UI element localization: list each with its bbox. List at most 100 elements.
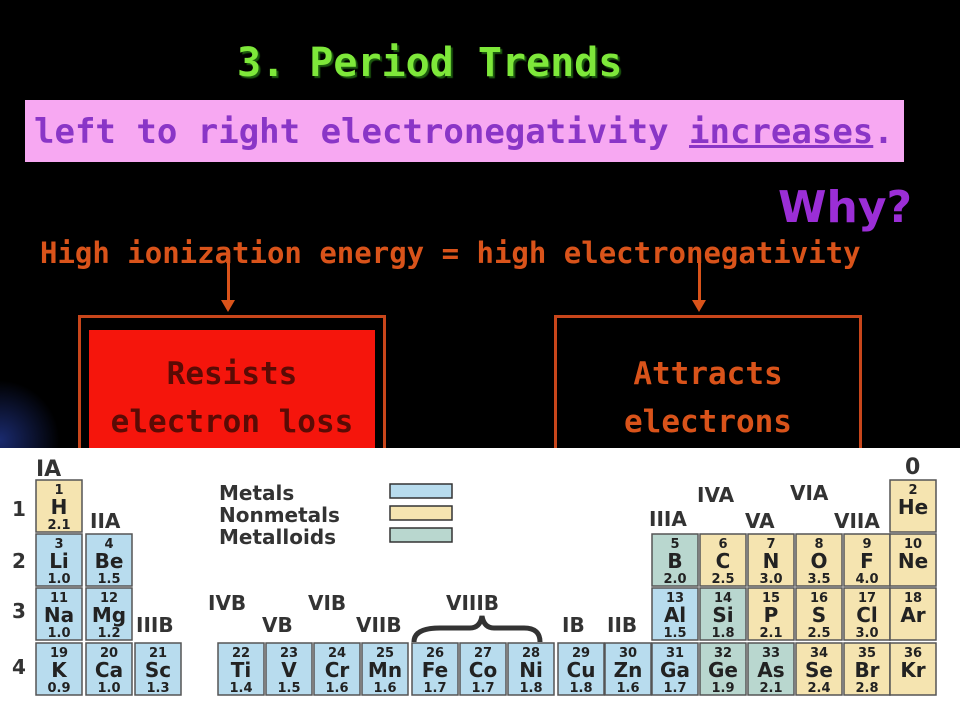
- element-symbol: Na: [44, 603, 74, 627]
- trend-banner-end: .: [873, 112, 894, 152]
- element-symbol: Cl: [856, 603, 878, 627]
- electronegativity-value: 1.0: [47, 626, 70, 641]
- element-box: [747, 533, 795, 587]
- atomic-number: 27: [474, 646, 492, 661]
- atomic-number: 5: [670, 537, 679, 552]
- group-label-VIIB: VIIB: [356, 613, 402, 637]
- element-box: [557, 642, 605, 696]
- element-box: [795, 642, 843, 696]
- atomic-number: 19: [50, 646, 68, 661]
- resists-line-2: electron loss: [110, 404, 354, 440]
- element-symbol: Se: [805, 658, 833, 682]
- group-label-VB: VB: [262, 613, 293, 637]
- element-symbol: Cu: [567, 658, 596, 682]
- atomic-number: 4: [104, 537, 113, 552]
- atomic-number: 11: [50, 591, 68, 606]
- electronegativity-value: 2.4: [807, 681, 830, 696]
- why-question: Why?: [778, 182, 913, 233]
- trend-banner-lead: left to right electronegativity: [34, 112, 690, 152]
- atomic-number: 8: [814, 537, 823, 552]
- element-cell-o: 8O3.5: [795, 533, 843, 587]
- legend-label-metalloids: Metalloids: [219, 525, 336, 549]
- electronegativity-value: 2.8: [855, 681, 878, 696]
- atomic-number: 22: [232, 646, 250, 661]
- legend-label-nonmetals: Nonmetals: [219, 503, 340, 527]
- element-symbol: Al: [664, 603, 686, 627]
- element-symbol: Ge: [708, 658, 738, 682]
- atomic-number: 31: [666, 646, 684, 661]
- element-symbol: Br: [854, 658, 879, 682]
- element-box: [35, 587, 83, 641]
- element-box: [651, 533, 699, 587]
- arrow-right-shaft: [698, 262, 701, 302]
- atomic-number: 30: [619, 646, 637, 661]
- element-box: [795, 533, 843, 587]
- element-symbol: Zn: [614, 658, 643, 682]
- electronegativity-value: 1.7: [663, 681, 686, 696]
- element-symbol: Si: [712, 603, 733, 627]
- atomic-number: 12: [100, 591, 118, 606]
- element-box: [85, 642, 133, 696]
- legend-swatches: [389, 483, 453, 543]
- atomic-number: 2: [908, 483, 917, 498]
- attracts-line-1: Attracts: [633, 356, 783, 392]
- element-box: [699, 587, 747, 641]
- group-label-IIIA: IIIA: [649, 507, 687, 531]
- atomic-number: 33: [762, 646, 780, 661]
- element-symbol: Mg: [92, 603, 126, 627]
- electronegativity-value: 1.8: [569, 681, 592, 696]
- element-symbol: B: [667, 549, 682, 573]
- group-label-zero: 0: [905, 455, 920, 480]
- trend-banner: left to right electronegativity increase…: [25, 100, 904, 162]
- element-symbol: Kr: [900, 658, 925, 682]
- element-box: [411, 642, 459, 696]
- element-symbol: V: [281, 658, 297, 682]
- element-symbol: Cr: [325, 658, 350, 682]
- element-symbol: Fe: [422, 658, 448, 682]
- element-symbol: Ga: [660, 658, 690, 682]
- element-box: [889, 479, 937, 533]
- element-box: [217, 642, 265, 696]
- electronegativity-value: 1.6: [373, 681, 396, 696]
- resists-box-text: Resists electron loss: [89, 350, 375, 446]
- atomic-number: 18: [904, 591, 922, 606]
- electronegativity-value: 1.4: [229, 681, 252, 696]
- element-symbol: Sc: [145, 658, 171, 682]
- element-cell-c: 6C2.5: [699, 533, 747, 587]
- period-label-4: 4: [12, 655, 26, 679]
- atomic-number: 32: [714, 646, 732, 661]
- element-box: [85, 587, 133, 641]
- periodic-table-labels: IA IIA IIIB IVB VB VIB VIIB VIIIB IB IIB…: [12, 455, 920, 679]
- element-box: [35, 642, 83, 696]
- group-label-IB: IB: [562, 613, 585, 637]
- group-label-VIIA: VIIA: [834, 509, 880, 533]
- group-label-IVB: IVB: [208, 591, 246, 615]
- group-label-IIIB: IIIB: [136, 613, 174, 637]
- element-box: [35, 479, 83, 533]
- atomic-number: 10: [904, 537, 922, 552]
- group-label-IA: IA: [36, 457, 61, 482]
- electronegativity-value: 1.9: [711, 681, 734, 696]
- electronegativity-value: 1.7: [423, 681, 446, 696]
- atomic-number: 17: [858, 591, 876, 606]
- element-box: [651, 587, 699, 641]
- element-symbol: P: [764, 603, 779, 627]
- element-symbol: Co: [469, 658, 497, 682]
- electronegativity-value: 2.1: [759, 626, 782, 641]
- electronegativity-value: 2.5: [807, 626, 830, 641]
- element-cell-he: 2He: [889, 479, 937, 533]
- element-box: [265, 642, 313, 696]
- element-symbol: Li: [49, 549, 69, 573]
